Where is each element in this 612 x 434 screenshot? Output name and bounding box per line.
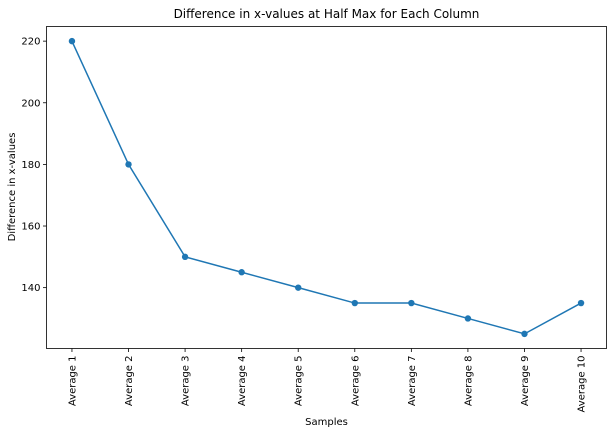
- x-tick-label: Average 2: [124, 356, 135, 407]
- data-point: [521, 330, 528, 338]
- y-axis-title: Difference in x-values: [7, 133, 18, 242]
- chart-title: Difference in x-values at Half Max for E…: [174, 7, 480, 21]
- x-tick-label: Average 4: [237, 356, 248, 407]
- y-tick-label: 200: [21, 98, 40, 109]
- y-tick-label: 180: [21, 160, 40, 171]
- data-point: [125, 161, 132, 168]
- data-point: [577, 299, 585, 307]
- y-tick-label: 220: [21, 37, 40, 48]
- y-tick-label: 140: [21, 283, 40, 294]
- x-tick-label: Average 9: [520, 356, 531, 407]
- series-markers: [68, 37, 585, 338]
- x-tick-label: Average 3: [181, 356, 192, 407]
- data-point: [181, 253, 189, 261]
- x-axis: Average 1 Average 2 Average 3 Average 4 Aver…: [67, 348, 588, 413]
- x-axis-title: Samples: [305, 417, 348, 428]
- data-point: [238, 269, 245, 276]
- data-point: [295, 284, 302, 291]
- plot-frame: [46, 26, 607, 349]
- x-tick-label: Average 5: [294, 356, 305, 407]
- x-tick-label: Average 10: [577, 356, 588, 413]
- data-point: [68, 37, 76, 45]
- x-tick-label: Average 8: [463, 356, 474, 407]
- x-tick-label: Average 1: [67, 356, 78, 407]
- data-point: [464, 315, 472, 322]
- x-tick-label: Average 6: [350, 356, 361, 407]
- data-point: [351, 299, 358, 307]
- data-point: [408, 299, 415, 307]
- y-tick-label: 160: [21, 222, 40, 233]
- x-tick-label: Average 7: [407, 356, 418, 407]
- y-axis: 140 160 180 200 220: [21, 37, 47, 294]
- series-line: [71, 40, 582, 335]
